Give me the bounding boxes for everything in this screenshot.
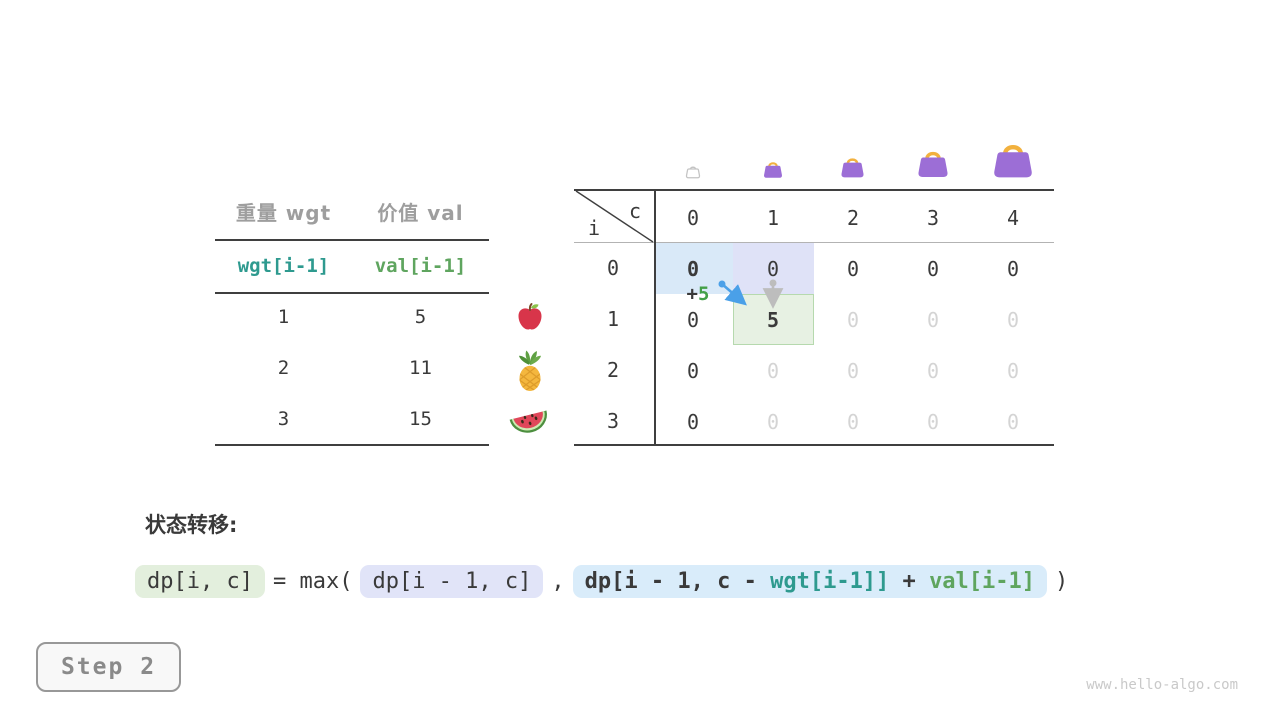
dp-cell-3-1: 0	[766, 409, 780, 434]
items-header-value: 价值 val	[377, 201, 464, 225]
dp-cell-2-1: 0	[766, 358, 780, 383]
dp-cell-3-0: 0	[686, 409, 700, 434]
formula-option-keep: dp[i - 1, c]	[360, 564, 544, 598]
bag-medium-icon	[839, 153, 866, 179]
pineapple-icon	[512, 350, 548, 392]
dp-cell-2-4: 0	[1006, 358, 1020, 383]
take-val-part: val[i-1]	[929, 568, 1036, 594]
formula-equals-max: = max(	[272, 568, 353, 594]
plus-sign: +	[686, 283, 698, 305]
dp-table-bottom-border	[574, 444, 1054, 446]
dp-cell-1-3: 0	[926, 307, 940, 332]
dp-table-vertical-divider	[654, 189, 656, 446]
item1-value: 5	[414, 306, 427, 328]
formula-close-paren: )	[1055, 568, 1069, 594]
wgt-index-label: wgt[i-1]	[237, 255, 330, 277]
item3-weight: 3	[277, 408, 290, 430]
dp-cell-0-2: 0	[846, 256, 860, 281]
divider	[215, 444, 489, 446]
dp-cell-1-0: 0	[686, 307, 700, 332]
dp-col-label-4: 4	[1006, 206, 1020, 230]
items-header-weight: 重量 wgt	[235, 201, 332, 225]
dp-cell-2-2: 0	[846, 358, 860, 383]
transition-annotation: +5	[676, 283, 720, 305]
dp-cell-3-3: 0	[926, 409, 940, 434]
dp-row-label-1: 1	[606, 307, 620, 331]
bag-empty-icon	[685, 163, 701, 179]
dp-cell-0-0: 0	[686, 256, 700, 281]
bag-xlarge-icon	[990, 136, 1036, 180]
dp-cell-2-3: 0	[926, 358, 940, 383]
dp-row-label-3: 3	[606, 409, 620, 433]
transition-formula: dp[i, c] = max( dp[i - 1, c] , dp[i - 1,…	[135, 561, 1068, 601]
dp-table-top-border	[574, 189, 1054, 191]
bag-small-icon	[762, 158, 784, 179]
formula-comma: ,	[551, 568, 565, 594]
dp-cell-1-4: 0	[1006, 307, 1020, 332]
item-row-1: 1 5	[215, 306, 489, 328]
step-badge[interactable]: Step 2	[36, 642, 181, 692]
dp-cell-3-2: 0	[846, 409, 860, 434]
take-wgt-part: wgt[i-1]]	[770, 568, 890, 594]
apple-icon	[514, 301, 546, 333]
items-index-row: wgt[i-1] val[i-1]	[215, 255, 489, 277]
dp-col-label-1: 1	[766, 206, 780, 230]
dp-col-label-2: 2	[846, 206, 860, 230]
items-table-header-row: 重量 wgt 价值 val	[215, 197, 489, 226]
take-dp-part: dp[i - 1, c -	[584, 568, 771, 594]
bag-large-icon	[915, 145, 951, 179]
corner-col-var: c	[628, 199, 642, 223]
item1-weight: 1	[277, 306, 290, 328]
item3-value: 15	[409, 408, 432, 430]
corner-row-var: i	[587, 216, 601, 240]
formula-lhs: dp[i, c]	[135, 564, 265, 598]
dp-row-label-2: 2	[606, 358, 620, 382]
dp-col-label-3: 3	[926, 206, 940, 230]
dp-cell-0-4: 0	[1006, 256, 1020, 281]
added-value: 5	[698, 283, 710, 305]
divider	[215, 239, 489, 241]
dp-table-header-divider	[574, 242, 1054, 243]
val-index-label: val[i-1]	[374, 255, 467, 277]
dp-cell-2-0: 0	[686, 358, 700, 383]
dp-cell-1-1: 5	[766, 307, 780, 332]
dp-cell-0-1: 0	[766, 256, 780, 281]
item-row-2: 2 11	[215, 357, 489, 379]
watermelon-icon	[509, 403, 549, 439]
dp-col-label-0: 0	[686, 206, 700, 230]
dp-cell-1-2: 0	[846, 307, 860, 332]
formula-option-take: dp[i - 1, c - wgt[i-1]] + val[i-1]	[572, 564, 1048, 598]
watermark: www.hello-algo.com	[1086, 677, 1238, 693]
dp-row-label-0: 0	[606, 256, 620, 280]
dp-cell-0-3: 0	[926, 256, 940, 281]
item2-weight: 2	[277, 357, 290, 379]
item-row-3: 3 15	[215, 408, 489, 430]
transition-section-title: 状态转移:	[145, 513, 238, 537]
take-plus-part: +	[889, 568, 930, 594]
dp-cell-3-4: 0	[1006, 409, 1020, 434]
item2-value: 11	[409, 357, 432, 379]
divider	[215, 292, 489, 294]
